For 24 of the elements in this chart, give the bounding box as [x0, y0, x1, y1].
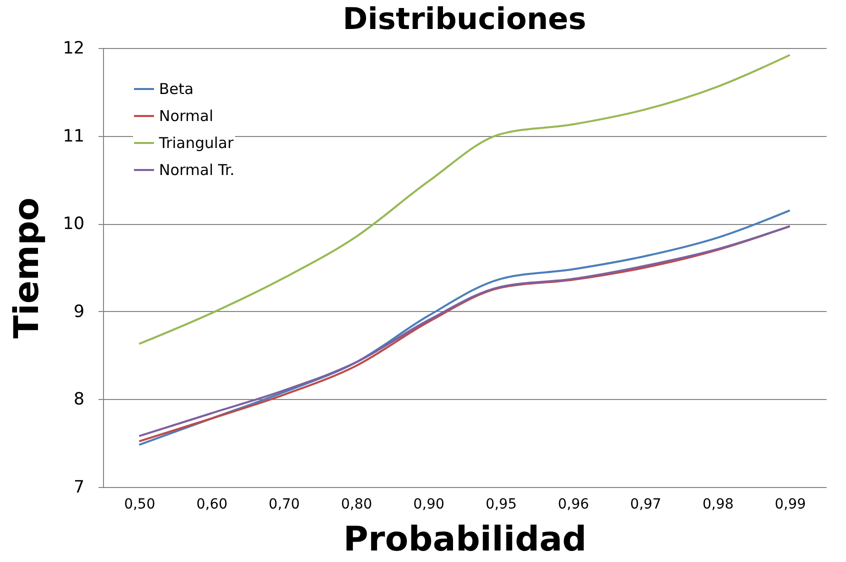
x-tick-label: 0,98 [702, 496, 734, 512]
x-tick-label: 0,80 [340, 496, 372, 512]
y-tick-label: 9 [74, 302, 84, 322]
line-series [138, 54, 791, 345]
x-tick-label: 0,97 [630, 496, 662, 512]
x-tick-label: 0,95 [486, 496, 517, 512]
legend-label: Triangular [158, 134, 234, 152]
y-tick-label: 10 [62, 214, 84, 234]
chart-title: Distribuciones [342, 2, 586, 37]
x-tick-label: 0,90 [413, 496, 444, 512]
x-axis-title: Probabilidad [343, 520, 587, 560]
x-tick-label: 0,99 [774, 496, 806, 512]
legend-label: Normal [159, 107, 214, 125]
x-tick-label: 0,50 [124, 496, 156, 512]
y-tick-label: 12 [62, 38, 84, 58]
y-axis-title: Tiempo [6, 197, 47, 339]
y-tick-label: 8 [74, 390, 84, 410]
legend-label: Beta [159, 80, 194, 98]
x-tick-label: 0,96 [558, 496, 590, 512]
y-tick-label: 11 [62, 126, 84, 146]
y-tick-label: 7 [74, 478, 84, 498]
legend-label: Normal Tr. [159, 161, 235, 179]
x-tick-label: 0,70 [268, 496, 300, 512]
x-tick-label: 0,60 [196, 496, 228, 512]
